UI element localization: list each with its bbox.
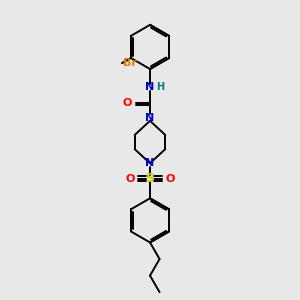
Text: S: S (146, 172, 154, 185)
Text: H: H (157, 82, 165, 92)
Text: N: N (145, 82, 154, 92)
Text: Br: Br (123, 58, 137, 68)
Text: N: N (146, 113, 154, 123)
Text: O: O (125, 174, 134, 184)
Text: O: O (123, 98, 132, 108)
Text: N: N (146, 158, 154, 168)
Text: O: O (166, 174, 175, 184)
